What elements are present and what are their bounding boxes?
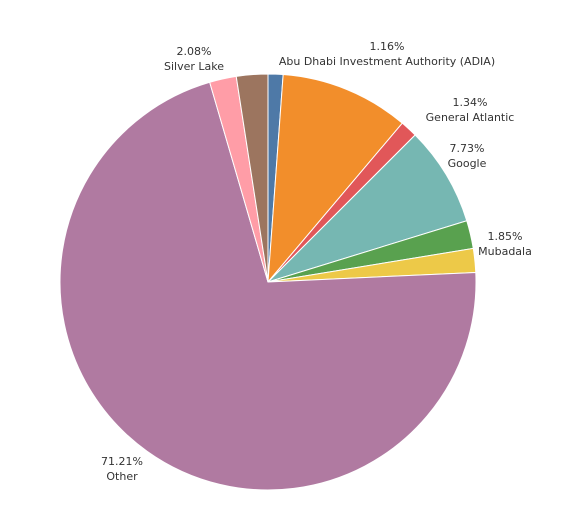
slice-name-label: Other — [106, 470, 138, 483]
slice-percent-label: 1.34% — [453, 96, 488, 109]
pie-slice-1 — [267, 74, 403, 284]
slice-name-label: General Atlantic — [426, 111, 515, 124]
pie-slice-6 — [59, 81, 477, 491]
slice-name-label: Mubadala — [478, 245, 532, 258]
slice-name-label: Silver Lake — [164, 60, 224, 73]
slice-percent-label: 2.08% — [177, 45, 212, 58]
pie-slices — [59, 73, 477, 491]
slice-percent-label: 71.21% — [101, 455, 143, 468]
slice-name-label: Google — [448, 157, 487, 170]
slice-name-label: Abu Dhabi Investment Authority (ADIA) — [279, 55, 495, 68]
slice-percent-label: 1.16% — [370, 40, 405, 53]
pie-slice-3 — [267, 134, 468, 283]
slice-percent-label: 1.85% — [488, 230, 523, 243]
slice-percent-label: 7.73% — [450, 142, 485, 155]
pie-slice-8 — [235, 73, 269, 283]
pie-labels: 1.16% Abu Dhabi Investment Authority (ADI… — [101, 40, 532, 483]
